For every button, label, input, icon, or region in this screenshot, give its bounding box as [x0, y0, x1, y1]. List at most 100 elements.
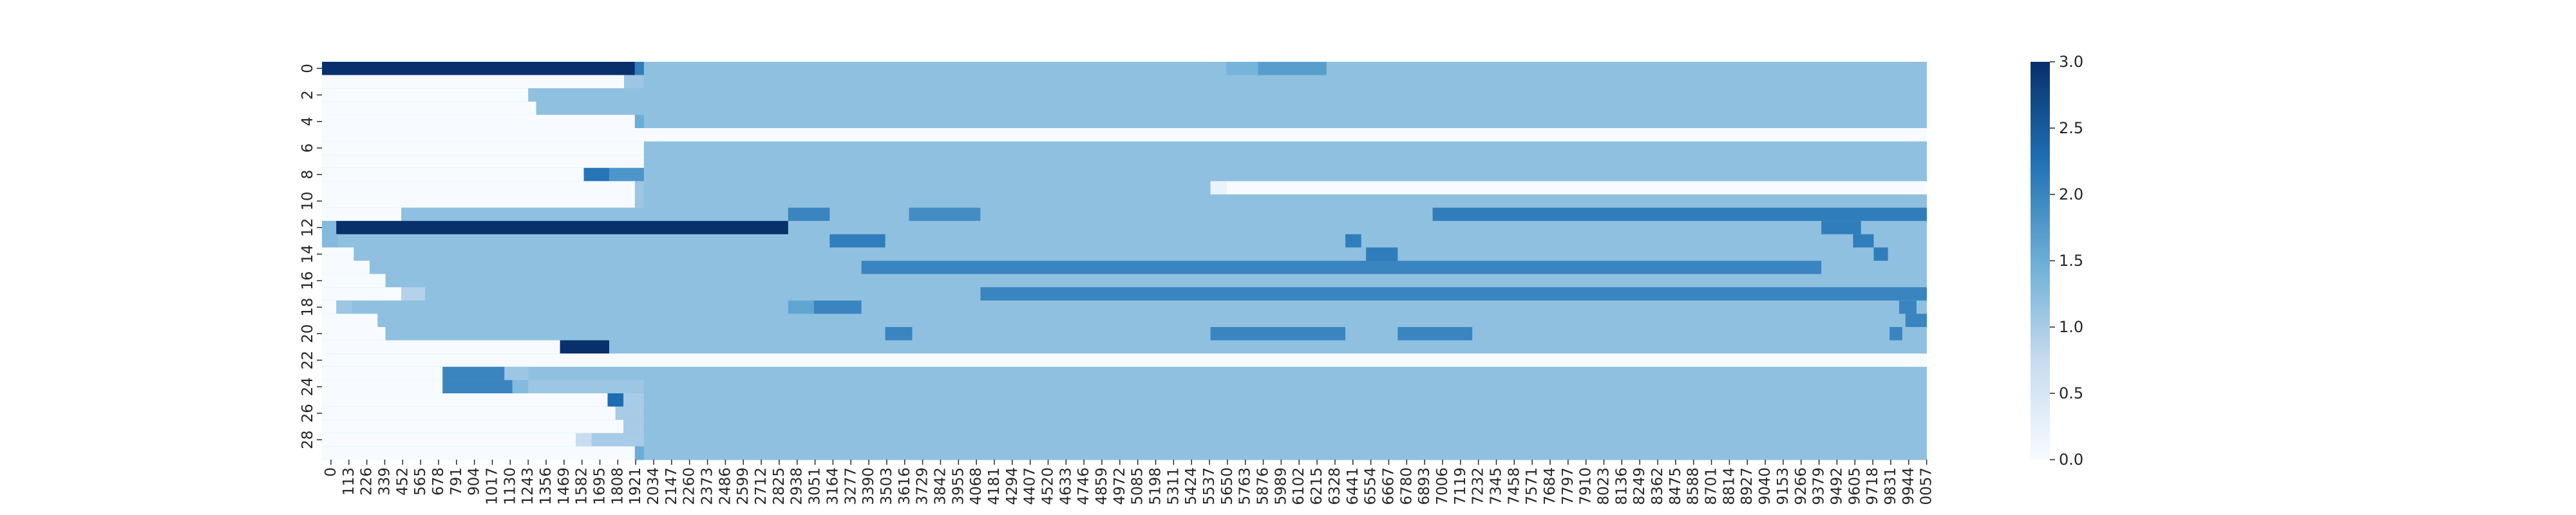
x-tick-label: 4294: [1004, 467, 1021, 505]
heatmap-row-18: [322, 300, 1927, 314]
heatmap-cell-10-0: [322, 194, 635, 209]
x-tick-label: 1130: [502, 467, 518, 505]
x-tick-label: 791: [448, 467, 465, 496]
heatmap-cell-25-1: [607, 393, 624, 407]
heatmap-cell-13-1: [829, 234, 886, 248]
heatmap-row-20: [322, 327, 1927, 341]
x-tick-label: 8362: [1649, 467, 1666, 505]
heatmap-cell-29-0: [322, 446, 635, 460]
x-tick-label: 9492: [1828, 467, 1845, 505]
heatmap-cell-14-1: [1366, 247, 1398, 261]
heatmap-cell-24-2: [512, 380, 529, 394]
heatmap-cell-0-1: [634, 62, 644, 76]
heatmap-cell-9-1: [634, 181, 644, 195]
x-tick-label: 3955: [950, 467, 967, 505]
heatmap-row-26: [322, 406, 1927, 420]
heatmap-row-0: [322, 62, 1927, 76]
heatmap-row-10: [322, 194, 1927, 209]
heatmap-cell-28-1: [576, 433, 592, 447]
x-tick-label: 0: [323, 467, 339, 477]
x-tick-label: 9944: [1900, 467, 1917, 505]
heatmap-cell-17-0: [322, 287, 402, 301]
y-tick-label: 18: [299, 297, 316, 316]
heatmap-cell-2-1: [528, 88, 644, 102]
x-tick-label: 5537: [1201, 467, 1218, 505]
heatmap-cell-22-0: [322, 353, 1927, 368]
x-tick-label: 9831: [1882, 467, 1899, 505]
heatmap-cell-10-1: [634, 194, 644, 209]
heatmap-cell-19-0: [322, 314, 378, 328]
heatmap-cell-0-0: [322, 62, 635, 76]
heatmap-cell-20-3: [1397, 327, 1473, 341]
heatmap-cell-13-2: [1345, 234, 1361, 248]
x-tick-label: 9605: [1846, 467, 1863, 505]
x-tick-label: 4520: [1039, 467, 1056, 505]
heatmap-cell-24-1: [442, 380, 513, 394]
x-tick-label: 9153: [1775, 467, 1792, 505]
heatmap-cell-0-2: [1226, 62, 1258, 76]
heatmap-cell-0-3: [1258, 62, 1327, 76]
x-tick-label: 5085: [1130, 467, 1146, 505]
colorbar-tick-label: 1.0: [2059, 318, 2083, 336]
heatmap-cell-26-1: [615, 406, 644, 420]
x-tick-label: 5198: [1148, 467, 1164, 505]
x-tick-label: 4068: [968, 467, 985, 505]
colorbar-tick-label: 3.0: [2059, 53, 2083, 71]
colorbar-tick-label: 1.5: [2059, 252, 2083, 270]
x-tick-label: 3051: [807, 467, 824, 505]
heatmap-cell-25-0: [322, 393, 608, 407]
heatmap-cell-28-2: [591, 433, 644, 447]
heatmap-cell-7-0: [322, 154, 644, 169]
colorbar-tick-label: 0.0: [2059, 451, 2083, 469]
heatmap-cell-17-2: [980, 287, 1927, 301]
x-tick-label: 8927: [1739, 467, 1756, 505]
heatmap-row-25: [322, 393, 1927, 407]
x-tick-label: 1582: [574, 467, 591, 505]
x-tick-label: 4859: [1094, 467, 1110, 505]
heatmap-cell-12-0: [322, 221, 337, 235]
y-tick-label: 8: [299, 170, 316, 180]
heatmap-cell-12-2: [1821, 221, 1861, 235]
y-tick-label: 28: [299, 430, 316, 449]
heatmap-cell-4-0: [322, 115, 635, 129]
heatmap-cell-21-1: [560, 340, 609, 354]
x-tick-label: 4407: [1022, 467, 1039, 505]
heatmap-cell-9-3: [1226, 181, 1927, 195]
x-tick-label: 7458: [1506, 467, 1522, 505]
x-tick-label: 7910: [1578, 467, 1595, 505]
x-tick-label: 8814: [1721, 467, 1738, 505]
x-tick-label: 6328: [1327, 467, 1343, 505]
heatmap-cell-12-1: [336, 221, 788, 235]
heatmap-cell-3-0: [322, 101, 536, 115]
y-tick-label: 20: [299, 324, 316, 343]
x-tick-label: 339: [376, 467, 393, 496]
heatmap-row-23: [322, 366, 1927, 380]
x-tick-label: 565: [412, 467, 429, 496]
heatmap-cell-8-1: [583, 167, 609, 182]
x-tick-label: 3277: [842, 467, 859, 505]
heatmap-cell-8-2: [609, 167, 644, 182]
x-tick-label: 5989: [1273, 467, 1289, 505]
y-tick-label: 22: [299, 351, 316, 370]
heatmap-cell-21-0: [322, 340, 560, 354]
x-tick-label: 2147: [663, 467, 680, 505]
heatmap-row-29: [322, 446, 1927, 460]
heatmap-row-27: [322, 420, 1927, 434]
heatmap-row-2: [322, 88, 1927, 102]
x-tick-label: 3842: [932, 467, 949, 505]
heatmap-row-6: [322, 141, 1927, 155]
heatmap-cell-5-0: [322, 128, 1927, 142]
heatmap-cell-2-0: [322, 88, 529, 102]
x-tick-label: 7345: [1488, 467, 1504, 505]
x-tick-label: 5763: [1237, 467, 1254, 505]
heatmap-cell-15-1: [861, 261, 1822, 275]
colorbar-tick-label: 2.5: [2059, 119, 2083, 137]
x-tick-label: 6441: [1345, 467, 1361, 505]
heatmap-row-4: [322, 115, 1927, 129]
colorbar-gradient: [2031, 62, 2050, 460]
heatmap-cell-20-0: [322, 327, 386, 341]
heatmap-cell-23-1: [442, 366, 505, 380]
x-tick-label: 2260: [681, 467, 698, 505]
heatmap-cell-4-1: [634, 115, 644, 129]
